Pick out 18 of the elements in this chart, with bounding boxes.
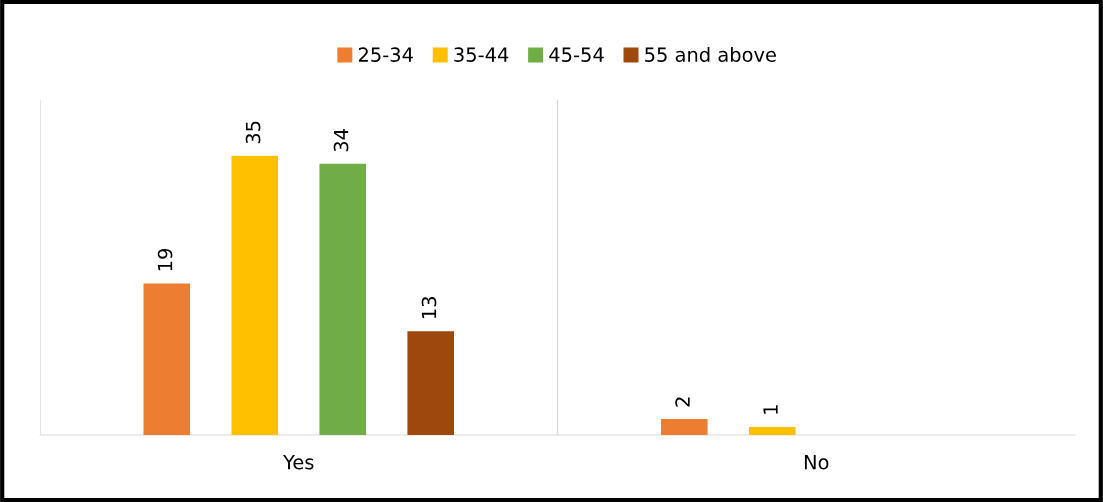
x-tick-label: Yes [283,455,314,470]
bar [319,163,367,435]
data-label: 19 [157,248,173,271]
bar [407,331,454,435]
bar [661,419,708,435]
data-label: 35 [245,121,261,144]
data-label: 34 [333,129,349,152]
data-label: 13 [421,297,437,319]
x-tick-label: No [804,455,829,470]
bar [231,155,279,435]
bar [748,427,796,435]
legend-label: 45-54 [549,47,604,62]
data-label: 1 [763,405,778,414]
legend-label: 25-34 [358,47,413,62]
data-label: 2 [675,397,690,407]
legend-label: 35-44 [454,47,509,62]
legend-label: 55 and above [645,46,776,62]
bar [143,283,191,435]
